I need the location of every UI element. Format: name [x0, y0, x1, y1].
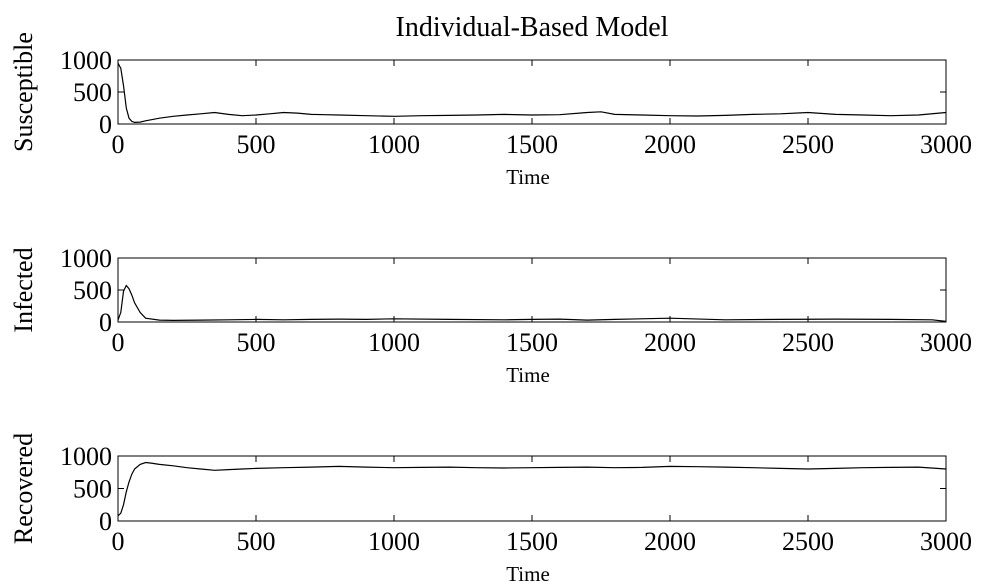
x-tick-label: 0 — [112, 130, 125, 159]
x-tick-label: 1000 — [368, 527, 420, 556]
x-tick-label: 2000 — [644, 527, 696, 556]
y-tick-label: 0 — [99, 308, 112, 337]
axes-box — [117, 455, 947, 522]
series-line-1 — [117, 461, 947, 517]
x-tick-label: 0 — [112, 527, 125, 556]
y-tick-label: 1000 — [60, 442, 112, 471]
x-tick-label: 2500 — [782, 527, 834, 556]
y-axis-label: Infected — [9, 247, 38, 332]
y-tick-label: 0 — [99, 110, 112, 139]
y-tick-label: 1000 — [60, 244, 112, 273]
series-line-1 — [117, 62, 947, 124]
x-axis-label: Time — [506, 562, 550, 584]
x-tick-label: 1000 — [368, 328, 420, 357]
x-tick-label: 2000 — [644, 328, 696, 357]
y-tick-label: 1000 — [60, 46, 112, 75]
x-tick-label: 2500 — [782, 328, 834, 357]
axes-box — [117, 257, 947, 323]
x-tick-label: 2000 — [644, 130, 696, 159]
subplot-3: 0 500 1000 1500 2000 2500 300005001000TimeReco… — [9, 433, 972, 584]
x-axis-label: Time — [506, 363, 550, 387]
x-tick-label: 500 — [237, 328, 276, 357]
x-tick-label: 3000 — [920, 130, 972, 159]
x-tick-label: 2500 — [782, 130, 834, 159]
y-tick-label: 500 — [73, 475, 112, 504]
x-tick-label: 500 — [237, 130, 276, 159]
x-tick-label: 1500 — [506, 130, 558, 159]
x-tick-label: 500 — [237, 527, 276, 556]
x-tick-label: 3000 — [920, 328, 972, 357]
y-tick-label: 0 — [99, 507, 112, 536]
x-tick-label: 3000 — [920, 527, 972, 556]
y-tick-label: 500 — [73, 276, 112, 305]
y-axis-label: Recovered — [9, 433, 38, 544]
x-tick-label: 1500 — [506, 527, 558, 556]
y-axis-label: Susceptible — [9, 32, 38, 152]
subplot-1: 0 500 1000 1500 2000 2500 300005001000TimeSusc… — [9, 32, 972, 189]
x-tick-label: 1000 — [368, 130, 420, 159]
figure-title: Individual-Based Model — [396, 12, 669, 43]
y-tick-label: 500 — [73, 78, 112, 107]
subplot-2: 0 500 1000 1500 2000 2500 300005001000TimeInfe… — [9, 244, 972, 387]
x-tick-label: 1500 — [506, 328, 558, 357]
x-tick-label: 0 — [112, 328, 125, 357]
x-axis-label: Time — [506, 165, 550, 189]
series-line-1 — [117, 284, 947, 322]
subplot-panels: 0 500 1000 1500 2000 2500 300005001000TimeSusc… — [9, 32, 972, 584]
